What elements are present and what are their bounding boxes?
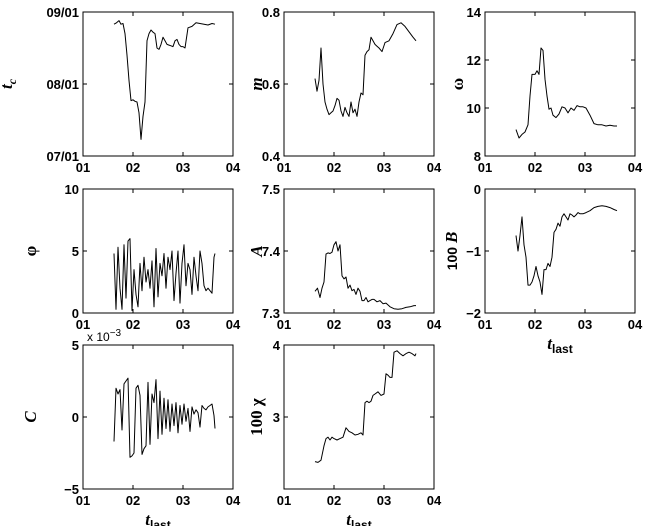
y-tick-label: 0.6	[262, 77, 280, 92]
x-tick-label: 04	[427, 493, 442, 508]
x-tick-label: 01	[277, 160, 291, 175]
series-line	[113, 20, 216, 140]
y-tick-label: 4	[273, 338, 281, 353]
x-tick-label: 02	[126, 493, 140, 508]
y-axis-label: φ	[21, 245, 40, 256]
y-tick-label: 0.4	[262, 149, 281, 164]
y-tick-label: 7.3	[262, 306, 280, 321]
panel-6: 01 02 03 04 −2 −1 0 100 B	[442, 182, 643, 332]
axes-frame	[82, 11, 234, 157]
y-tick-label: 10	[65, 182, 79, 197]
panel-7: 01 02 03 04 −5 0 5 Cx 10−3 tlast	[21, 328, 241, 526]
y-axis-label: tc	[0, 78, 19, 89]
y-tick-label: 14	[467, 5, 482, 20]
x-tick-label: 04	[628, 160, 643, 175]
series-line	[314, 350, 417, 463]
x-tick-label: 04	[427, 317, 442, 332]
x-tick-label: 02	[327, 160, 341, 175]
y-tick-label: 7.5	[262, 182, 280, 197]
x-tick-label: 02	[327, 317, 341, 332]
x-tick-label: 04	[226, 493, 241, 508]
y-tick-label: −5	[64, 482, 79, 497]
panel-4: 01 02 03 04 0 5 10 φ	[21, 182, 241, 332]
x-tick-label: 03	[176, 317, 190, 332]
y-axis-label: m	[247, 77, 266, 90]
panel-8: 01 02 03 04 3 4 100 χ tlast	[247, 338, 442, 526]
y-tick-label: 0.8	[262, 5, 280, 20]
y-axis-label: 100 B	[442, 232, 461, 271]
x-tick-label: 03	[176, 160, 190, 175]
x-tick-label: 03	[176, 493, 190, 508]
panel-1: 01 02 03 04 07/01 08/01 09/01 tc	[0, 5, 241, 175]
y-tick-label: 0	[72, 306, 79, 321]
axes-frame	[484, 188, 636, 314]
y-tick-label: −1	[466, 244, 481, 259]
panel-2: 01 02 03 04 0.4 0.6 0.8 m	[247, 5, 442, 175]
axes-frame	[283, 188, 435, 314]
x-axis-label: tlast	[547, 334, 572, 356]
series-line	[314, 22, 417, 117]
x-tick-label: 01	[76, 317, 90, 332]
x-tick-label: 04	[628, 317, 643, 332]
y-tick-label: 7.4	[262, 244, 281, 259]
axes-frame	[283, 11, 435, 157]
y-tick-label: −2	[466, 306, 481, 321]
y-tick-label: 10	[467, 101, 481, 116]
x-tick-label: 03	[377, 160, 391, 175]
x-tick-label: 01	[478, 160, 492, 175]
x-axis-label: tlast	[346, 510, 371, 526]
x-tick-label: 02	[528, 317, 542, 332]
y-tick-label: 09/01	[46, 5, 79, 20]
x-tick-label: 01	[277, 317, 291, 332]
y-tick-label: 5	[72, 244, 79, 259]
x-tick-label: 01	[478, 317, 492, 332]
axis-multiplier: x 10−3	[87, 328, 122, 344]
series-line	[113, 377, 216, 458]
panel-3: 01 02 03 04 8 10 12 14 ω	[448, 5, 643, 175]
x-tick-label: 01	[277, 493, 291, 508]
axes-frame	[82, 344, 234, 490]
series-line	[515, 205, 618, 295]
y-tick-label: 08/01	[46, 77, 79, 92]
x-tick-label: 02	[126, 317, 140, 332]
x-tick-label: 04	[226, 160, 241, 175]
y-tick-label: 07/01	[46, 149, 79, 164]
x-tick-label: 03	[377, 493, 391, 508]
y-axis-label: C	[21, 411, 40, 423]
panel-5: 01 02 03 04 7.3 7.4 7.5 A	[247, 182, 442, 332]
y-axis-label: 100 χ	[247, 398, 266, 436]
y-axis-label: A	[247, 245, 266, 257]
x-tick-label: 01	[76, 160, 90, 175]
x-tick-label: 02	[528, 160, 542, 175]
axes-frame	[283, 344, 435, 490]
axes-frame	[484, 11, 636, 157]
y-tick-label: 0	[72, 410, 79, 425]
x-tick-label: 04	[427, 160, 442, 175]
y-tick-label: 12	[467, 53, 481, 68]
series-line	[314, 241, 416, 310]
x-axis-label: tlast	[145, 510, 170, 526]
series-line	[515, 47, 617, 139]
y-tick-label: 0	[474, 182, 481, 197]
y-tick-label: 8	[474, 149, 481, 164]
x-tick-label: 03	[578, 317, 592, 332]
y-axis-label: ω	[448, 78, 467, 90]
x-tick-label: 04	[226, 317, 241, 332]
series-line	[113, 238, 216, 311]
y-tick-label: 5	[72, 338, 79, 353]
y-tick-label: 3	[273, 410, 280, 425]
x-tick-label: 03	[377, 317, 391, 332]
x-tick-label: 02	[126, 160, 140, 175]
x-tick-label: 02	[327, 493, 341, 508]
x-tick-label: 01	[76, 493, 90, 508]
x-tick-label: 03	[578, 160, 592, 175]
